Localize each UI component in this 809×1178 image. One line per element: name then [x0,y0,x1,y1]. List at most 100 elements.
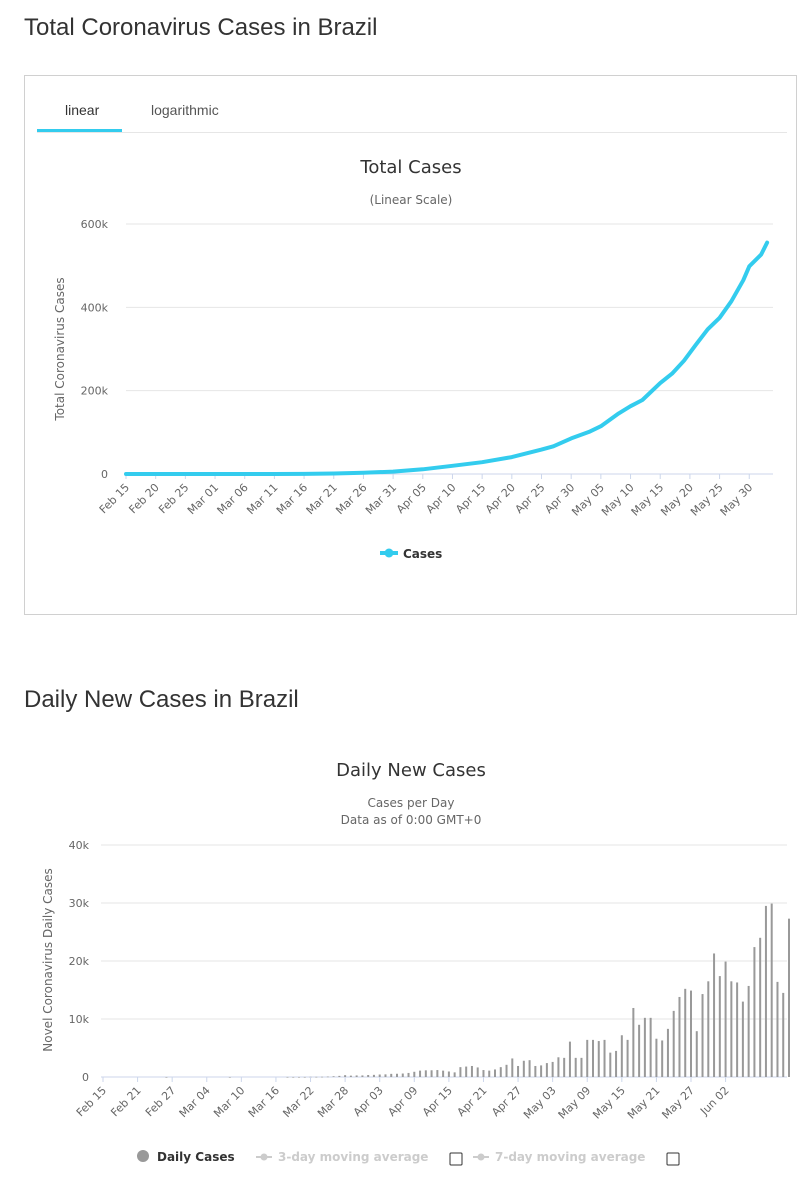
daily-case-bar[interactable] [522,1060,525,1077]
daily-case-bar[interactable] [228,1076,231,1078]
daily-case-bar[interactable] [494,1069,496,1077]
checkbox-7-day-average[interactable] [666,1152,680,1166]
daily-case-bar[interactable] [453,1072,456,1077]
checkbox-3-day-average[interactable] [449,1152,463,1166]
daily-case-bar[interactable] [465,1066,468,1077]
daily-case-bar[interactable] [632,1007,635,1077]
daily-case-bar[interactable] [298,1076,300,1078]
legend-cases[interactable]: Cases [380,547,442,561]
daily-case-bar[interactable] [470,1065,473,1077]
daily-case-bar[interactable] [655,1038,658,1077]
daily-case-bar[interactable] [592,1039,594,1077]
daily-case-bar[interactable] [776,981,779,1077]
daily-case-bar[interactable] [603,1039,606,1077]
daily-case-bar[interactable] [303,1076,306,1078]
daily-case-bar[interactable] [638,1024,641,1077]
daily-case-bar[interactable] [724,961,727,1077]
daily-case-bar[interactable] [586,1039,589,1077]
daily-case-bar[interactable] [557,1057,560,1077]
daily-case-bar[interactable] [759,937,762,1077]
daily-case-bar[interactable] [419,1070,422,1077]
daily-case-bar[interactable] [649,1017,652,1077]
daily-case-bar[interactable] [384,1074,387,1077]
daily-case-bar[interactable] [355,1075,358,1077]
daily-case-bar[interactable] [378,1074,381,1077]
tab-logarithmic[interactable]: logarithmic [151,102,219,118]
daily-case-bar[interactable] [436,1070,439,1077]
daily-case-bar[interactable] [701,994,704,1077]
daily-case-bar[interactable] [707,981,710,1077]
daily-case-bar[interactable] [315,1076,318,1078]
daily-case-bar[interactable] [424,1070,427,1077]
daily-case-bar[interactable] [540,1065,543,1077]
daily-case-bar[interactable] [690,990,692,1077]
daily-case-bar[interactable] [597,1041,600,1077]
daily-case-bar[interactable] [545,1063,548,1077]
daily-case-bar[interactable] [505,1064,508,1077]
daily-case-bar[interactable] [517,1065,520,1077]
daily-case-bar[interactable] [442,1070,445,1077]
daily-case-bar[interactable] [730,981,733,1077]
legend-marker-icon [477,1153,485,1161]
daily-case-bar[interactable] [741,1001,744,1077]
daily-case-bar[interactable] [747,985,750,1077]
daily-case-bar[interactable] [609,1052,612,1077]
daily-case-bar[interactable] [620,1035,623,1077]
daily-case-bar[interactable] [430,1070,433,1077]
daily-case-bar[interactable] [695,1031,698,1077]
daily-case-bar[interactable] [390,1073,393,1077]
daily-case-bar[interactable] [292,1076,295,1078]
daily-case-bar[interactable] [666,1028,669,1077]
daily-case-bar[interactable] [770,903,773,1077]
daily-case-bar[interactable] [626,1039,629,1077]
daily-case-bar[interactable] [401,1073,404,1077]
daily-case-bar[interactable] [643,1017,646,1077]
daily-case-bar[interactable] [753,947,756,1077]
daily-case-bar[interactable] [499,1067,502,1077]
daily-case-bar[interactable] [344,1075,347,1077]
daily-case-bar[interactable] [551,1061,554,1077]
daily-case-bar[interactable] [782,992,785,1077]
daily-case-bar[interactable] [568,1041,571,1077]
daily-case-bar[interactable] [349,1075,352,1077]
daily-case-bar[interactable] [321,1076,324,1078]
daily-case-bar[interactable] [713,953,716,1077]
daily-case-bar[interactable] [407,1072,410,1077]
legend-item-7-day-average[interactable]: 7-day moving average [473,1150,680,1166]
daily-case-bar[interactable] [361,1075,364,1077]
daily-case-bar[interactable] [286,1076,289,1078]
daily-case-bar[interactable] [326,1076,329,1078]
daily-case-bar[interactable] [661,1040,664,1077]
daily-case-bar[interactable] [684,988,687,1077]
daily-case-bar[interactable] [580,1057,583,1077]
daily-case-bar[interactable] [367,1074,370,1077]
legend-item-3-day-average[interactable]: 3-day moving average [256,1150,463,1166]
daily-case-bar[interactable] [615,1050,618,1077]
daily-case-bar[interactable] [534,1065,537,1077]
daily-case-bar[interactable] [511,1058,514,1077]
daily-case-bar[interactable] [736,982,739,1077]
daily-case-bar[interactable] [396,1073,398,1077]
daily-case-bar[interactable] [788,918,790,1077]
daily-case-bar[interactable] [488,1070,491,1077]
daily-case-bar[interactable] [563,1057,566,1077]
daily-case-bar[interactable] [447,1071,450,1077]
daily-case-bar[interactable] [672,1010,675,1077]
daily-case-bar[interactable] [574,1057,577,1077]
daily-case-bar[interactable] [482,1070,485,1077]
daily-case-bar[interactable] [764,905,767,1077]
daily-case-bar[interactable] [459,1067,462,1077]
daily-case-bar[interactable] [476,1067,479,1077]
daily-case-bar[interactable] [165,1076,168,1078]
daily-case-bar[interactable] [372,1074,375,1077]
daily-case-bar[interactable] [338,1075,341,1077]
daily-case-bar[interactable] [332,1076,335,1077]
tab-linear[interactable]: linear [65,102,100,118]
daily-case-bar[interactable] [528,1060,531,1077]
legend-item-daily-cases[interactable]: Daily Cases [137,1150,235,1164]
legend-marker-icon [260,1153,268,1161]
daily-case-bar[interactable] [678,996,681,1077]
daily-cases-section-title: Daily New Cases in Brazil [24,686,299,713]
daily-case-bar[interactable] [718,976,721,1077]
daily-case-bar[interactable] [413,1071,416,1077]
